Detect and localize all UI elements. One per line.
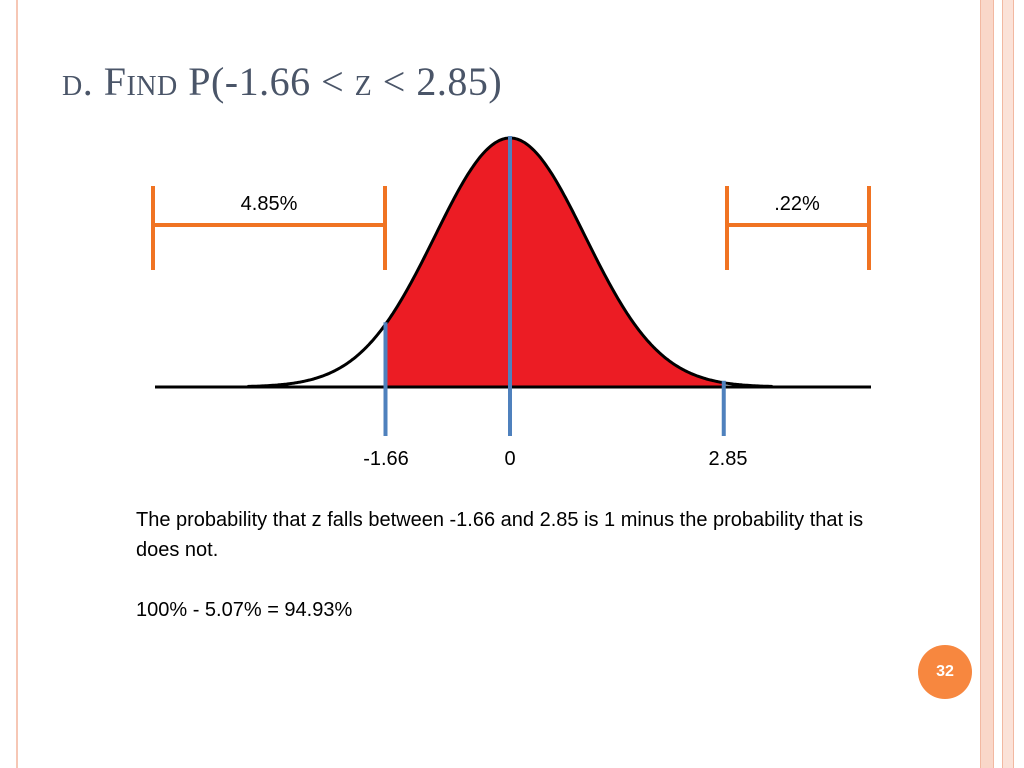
axis-label-2-85: 2.85: [708, 448, 748, 470]
axis-label-zero: 0: [504, 448, 516, 470]
slide-title: d. Find P(-1.66 < z < 2.85): [62, 59, 503, 104]
left-tail-label: 4.85%: [240, 193, 298, 215]
right-border-stripe-outer: [1002, 0, 1014, 768]
marker-lines: [383, 136, 726, 436]
calculation-line: 100% - 5.07% = 94.93%: [136, 599, 353, 621]
tail-brackets: [151, 186, 871, 270]
shaded-area: [385, 138, 724, 387]
explanation-text: The probability that z falls between -1.…: [136, 505, 896, 625]
right-tail-label: .22%: [774, 193, 820, 215]
page-number-badge: 32: [918, 645, 972, 699]
axis-label-neg-1-66: -1.66: [363, 448, 409, 470]
explanation-line: The probability that z falls between -1.…: [136, 509, 864, 561]
right-border-stripe: [980, 0, 994, 768]
left-border-decoration: [0, 0, 18, 768]
